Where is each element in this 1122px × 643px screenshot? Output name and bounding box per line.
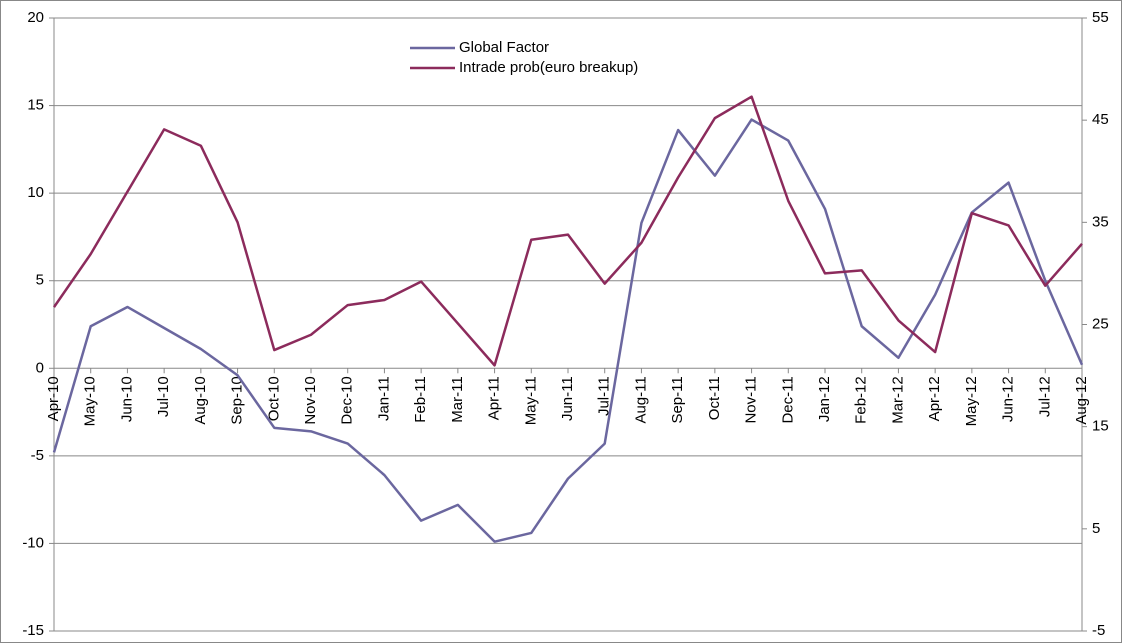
- x-tick-label: Oct-10: [265, 376, 282, 421]
- y-tick-label: -15: [22, 622, 44, 639]
- y-tick-label: 10: [27, 184, 44, 201]
- y-tick-label: -5: [31, 447, 44, 464]
- x-tick-label: Oct-11: [706, 376, 723, 420]
- x-tick-label: Apr-10: [45, 376, 62, 421]
- x-tick-label: Feb-11: [412, 376, 429, 422]
- x-tick-label: May-11: [522, 376, 539, 425]
- y2-tick-label: 15: [1092, 418, 1109, 435]
- series-line: [52, 118, 1084, 543]
- x-tick-label: Dec-10: [339, 376, 356, 424]
- x-tick-label: May-12: [963, 376, 980, 426]
- y-tick-label: 5: [36, 272, 44, 289]
- x-tick-label: Dec-11: [779, 376, 796, 423]
- y-tick-label: 0: [36, 359, 44, 376]
- y2-tick-label: 45: [1092, 111, 1109, 128]
- y2-tick-label: 25: [1092, 315, 1109, 332]
- x-tick-label: Jun-12: [1000, 376, 1017, 422]
- x-tick-label: Jan-12: [816, 376, 833, 422]
- x-tick-label: Sep-10: [229, 376, 246, 424]
- x-tick-label: Jul-11: [596, 376, 613, 416]
- x-tick-label: Jul-12: [1036, 376, 1053, 417]
- x-tick-label: May-10: [82, 376, 99, 426]
- y2-tick-label: -5: [1092, 622, 1105, 639]
- y2-tick-label: 55: [1092, 9, 1109, 26]
- x-tick-label: Apr-11: [486, 376, 503, 420]
- x-tick-label: Apr-12: [926, 376, 943, 421]
- x-tick-label: Feb-12: [853, 376, 870, 424]
- x-tick-label: Nov-11: [743, 376, 760, 423]
- x-tick-label: Mar-11: [449, 376, 466, 422]
- legend-label: Intrade prob(euro breakup): [459, 59, 638, 76]
- x-tick-label: Aug-11: [632, 376, 649, 423]
- y2-tick-label: 35: [1092, 213, 1109, 230]
- x-tick-label: Nov-10: [302, 376, 319, 424]
- y-tick-label: 20: [27, 9, 44, 26]
- series-line: [52, 95, 1083, 367]
- x-tick-label: Jun-11: [559, 376, 576, 421]
- x-tick-label: Jun-10: [118, 376, 135, 422]
- y2-tick-label: 5: [1092, 520, 1100, 537]
- x-tick-label: Jan-11: [375, 376, 392, 421]
- x-tick-label: Aug-10: [192, 376, 209, 424]
- x-tick-label: Sep-11: [669, 376, 686, 423]
- y-tick-label: -10: [22, 534, 44, 551]
- y-tick-label: 15: [27, 97, 44, 114]
- x-tick-label: Mar-12: [889, 376, 906, 424]
- x-tick-label: Jul-10: [155, 376, 172, 417]
- x-tick-label: Aug-12: [1073, 376, 1090, 424]
- legend-label: Global Factor: [459, 39, 549, 56]
